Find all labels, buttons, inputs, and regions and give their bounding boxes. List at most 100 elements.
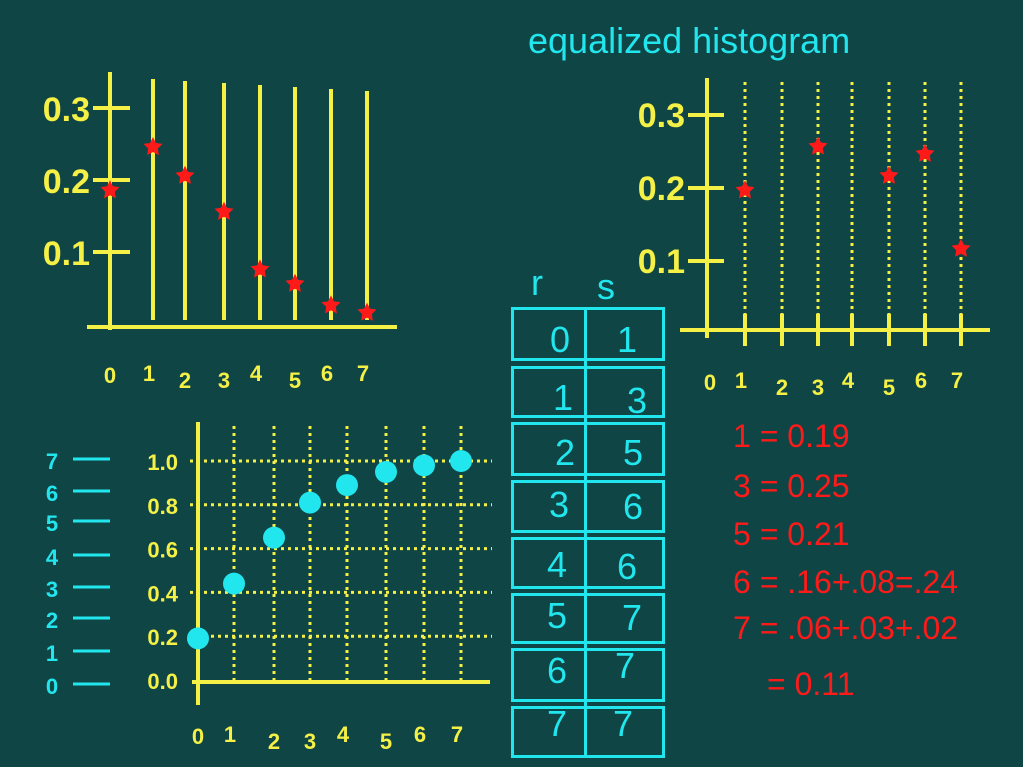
table-row [511,366,665,418]
table-cell-r: 0 [549,319,571,360]
x-tick-label: 1 [143,361,155,386]
mapping-line: = 0.11 [767,666,855,702]
table-row [511,648,665,702]
data-point-2 [263,526,285,549]
data-point-1 [735,180,755,199]
mapping-line: 6 = .16+.08=.24 [733,564,959,600]
x-tick-label: 0 [192,724,204,749]
table-cell-r: 2 [554,432,576,473]
data-point-4 [250,259,270,278]
level-label: 5 [46,511,58,536]
y-tick-label: 0.1 [43,235,90,273]
x-tick-label: 3 [812,375,824,400]
table-row [511,307,665,361]
level-label: 1 [46,641,58,666]
y-tick-label: 0.8 [147,494,178,519]
y-tick-label: 0.3 [43,91,90,129]
data-point-7 [951,238,971,257]
data-point-4 [336,474,358,497]
x-tick-label: 0 [104,363,116,388]
mapping-line: 1 = 0.19 [733,418,850,454]
data-point-7 [450,450,472,472]
table-cell-s: 7 [621,597,643,638]
x-tick-label: 7 [357,361,369,386]
y-tick-label: 0.6 [147,538,178,563]
x-tick-label: 6 [321,361,333,386]
x-tick-label: 5 [883,375,895,400]
mapping-line: 7 = .06+.03+.02 [733,610,959,646]
x-tick-label: 5 [289,368,301,393]
level-label: 0 [46,674,58,699]
y-tick-label: 1.0 [147,450,178,475]
x-tick-label: 6 [915,368,927,393]
table-cell-s: 6 [616,546,638,587]
table-cell-s: 1 [616,319,638,360]
data-point-5 [285,273,305,292]
x-tick-label: 3 [304,729,316,754]
table-header-r: r [531,262,543,303]
table-cell-r: 3 [548,484,570,525]
level-label: 4 [46,545,59,570]
table-cell-s: 7 [612,703,634,744]
mapping-line: 5 = 0.21 [733,516,850,552]
data-point-1 [223,572,245,595]
level-label: 7 [46,449,58,474]
x-tick-label: 1 [224,722,236,747]
table-cell-s: 5 [622,432,644,473]
x-tick-label: 0 [704,370,716,395]
y-tick-label: 0.2 [147,625,178,650]
chart-title: equalized histogram [528,20,851,61]
data-point-2 [175,165,195,184]
data-point-1 [143,137,163,156]
data-point-3 [214,201,234,220]
y-tick-label: 0.0 [147,669,178,694]
x-tick-label: 5 [380,729,392,754]
table-cell-r: 4 [546,544,568,585]
table-row [511,706,665,758]
table-row [511,537,665,589]
x-tick-label: 2 [776,375,788,400]
x-tick-label: 1 [735,368,747,393]
table-cell-s: 6 [622,486,644,527]
y-tick-label: 0.3 [638,97,685,135]
data-point-6 [915,143,935,162]
data-point-0 [187,627,209,650]
table-row [511,422,665,476]
table-cell-r: 5 [546,595,568,636]
data-point-3 [299,491,321,514]
level-label: 2 [46,608,58,633]
data-point-6 [321,295,341,314]
data-point-6 [413,454,435,477]
mapping-line: 3 = 0.25 [733,468,850,504]
table-row [511,593,665,644]
level-label: 6 [46,481,58,506]
x-tick-label: 2 [179,368,191,393]
x-tick-label: 4 [337,722,350,747]
table-header-s: s [597,266,615,307]
y-tick-label: 0.2 [43,163,90,201]
table-cell-r: 6 [546,650,568,691]
data-point-5 [375,460,397,483]
y-tick-label: 0.2 [638,170,685,208]
data-point-7 [357,302,377,321]
table-row [511,480,665,533]
x-tick-label: 4 [842,368,855,393]
level-label: 3 [46,577,58,602]
data-point-3 [808,136,828,155]
x-tick-label: 7 [951,368,963,393]
table-cell-r: 7 [546,703,568,744]
table-cell-r: 1 [552,377,574,418]
y-tick-label: 0.1 [638,243,685,281]
table-divider [584,307,587,758]
table-cell-s: 3 [626,380,648,421]
data-point-5 [879,165,899,184]
x-tick-label: 4 [250,361,263,386]
y-tick-label: 0.4 [147,581,178,606]
x-tick-label: 6 [414,722,426,747]
data-point-0 [100,180,120,199]
x-tick-label: 7 [451,722,463,747]
x-tick-label: 2 [268,729,280,754]
table-cell-s: 7 [614,645,636,686]
x-tick-label: 3 [218,368,230,393]
